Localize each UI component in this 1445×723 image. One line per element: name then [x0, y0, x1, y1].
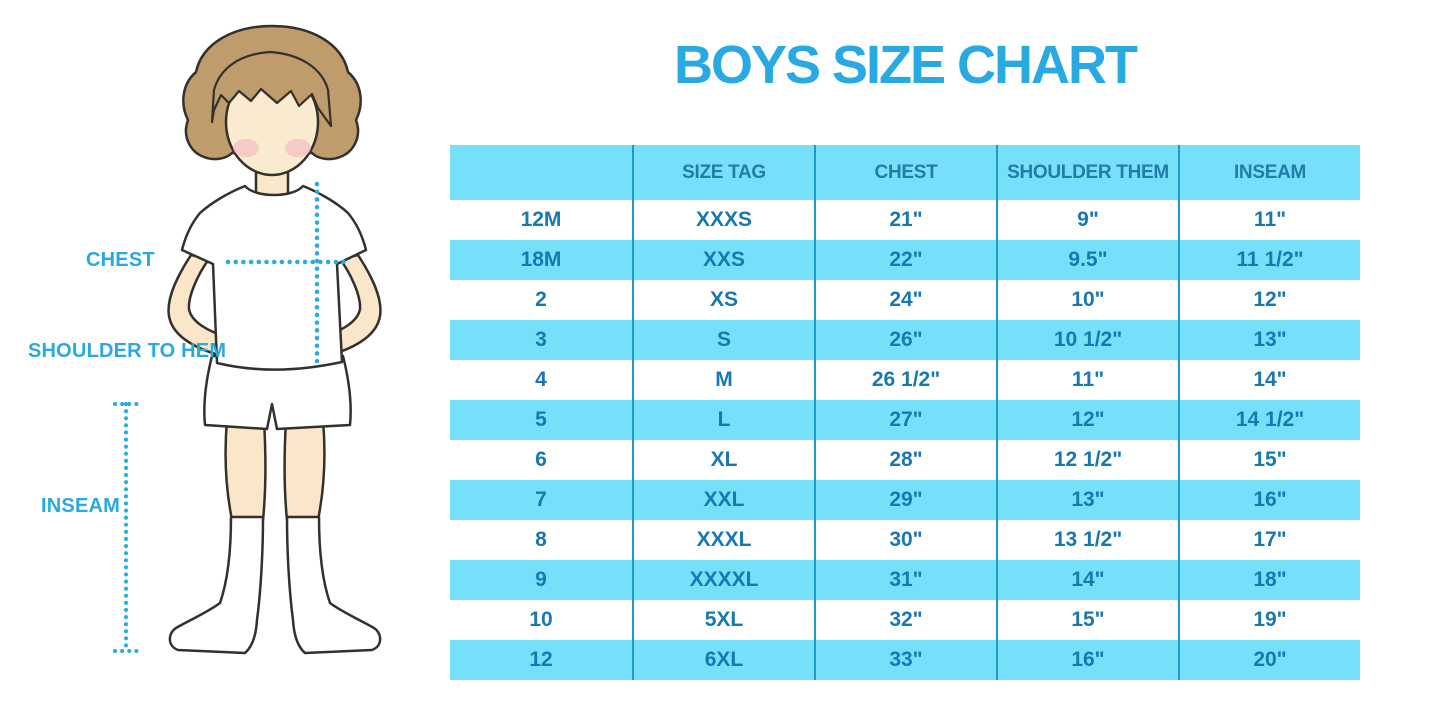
table-row: 4 M 26 1/2" 11" 14"	[450, 360, 1360, 400]
shoulder-to-hem-label: SHOULDER TO HEM	[28, 340, 227, 362]
table-cell: XXXL	[632, 520, 814, 560]
boy-illustration	[113, 24, 382, 655]
table-cell: 10 1/2"	[996, 320, 1178, 360]
table-cell: 11"	[996, 360, 1178, 400]
table-row: 18M XXS 22" 9.5" 11 1/2"	[450, 240, 1360, 280]
table-cell: 24"	[814, 280, 996, 320]
table-row: 2 XS 24" 10" 12"	[450, 280, 1360, 320]
table-cell: 6XL	[632, 640, 814, 680]
measurement-lines	[113, 181, 347, 653]
table-cell: 27"	[814, 400, 996, 440]
table-cell: 9.5"	[996, 240, 1178, 280]
table-cell: 15"	[1178, 440, 1360, 480]
table-cell: 2	[535, 288, 547, 311]
table-cell: 4	[535, 368, 547, 391]
table-cell: 30"	[814, 520, 996, 560]
table-cell: 12M	[520, 208, 562, 231]
table-cell: 26 1/2"	[814, 360, 996, 400]
table-cell: 29"	[814, 480, 996, 520]
boy-left-leg	[224, 418, 267, 522]
table-cell: S	[632, 320, 814, 360]
table-row: 6 XL 28" 12 1/2" 15"	[450, 440, 1360, 480]
table-cell: 19"	[1178, 600, 1360, 640]
table-cell: XXXS	[632, 200, 814, 240]
table-cell: XXL	[632, 480, 814, 520]
boy-right-cheek	[285, 139, 311, 157]
table-cell: 14 1/2"	[1178, 400, 1360, 440]
table-cell: 15"	[996, 600, 1178, 640]
table-cell: 11 1/2"	[1178, 240, 1360, 280]
size-chart-table: SIZE TAG CHEST SHOULDER THEM INSEAM 12M XXXS 2…	[450, 145, 1360, 680]
table-cell: 3	[450, 320, 632, 360]
boy-left-cheek	[233, 139, 259, 157]
table-row: 10 5XL 32" 15" 19"	[450, 600, 1360, 640]
table-cell: XS	[632, 280, 814, 320]
table-cell: 20"	[1178, 640, 1360, 680]
table-cell: M	[632, 360, 814, 400]
boy-left-sock	[168, 515, 265, 655]
table-cell: 13 1/2"	[996, 520, 1178, 560]
boy-bangs	[210, 50, 333, 128]
table-cell: XL	[632, 440, 814, 480]
table-cell: 10	[529, 608, 553, 631]
table-cell: 6	[535, 448, 547, 471]
table-cell: XXS	[632, 240, 814, 280]
table-cell: 28"	[814, 440, 996, 480]
table-row: 3 S 26" 10 1/2" 13"	[450, 320, 1360, 360]
table-row: 7 XXL 29" 13" 16"	[450, 480, 1360, 520]
table-cell: 9	[450, 560, 632, 600]
page-title: BOYS SIZE CHART	[673, 35, 1138, 95]
table-row: 8 XXXL 30" 13 1/2" 17"	[450, 520, 1360, 560]
table-cell: 12"	[996, 400, 1178, 440]
table-header-row: SIZE TAG CHEST SHOULDER THEM INSEAM	[450, 145, 1360, 200]
table-cell: 9"	[996, 200, 1178, 240]
table-cell: 18M	[450, 240, 632, 280]
table-cell: 21"	[814, 200, 996, 240]
boy-right-sock	[285, 515, 382, 655]
table-cell: 5XL	[632, 600, 814, 640]
table-cell: 31"	[814, 560, 996, 600]
table-cell: 33"	[814, 640, 996, 680]
table-cell: 8	[535, 528, 547, 551]
table-cell: 32"	[814, 600, 996, 640]
table-cell: 12 1/2"	[996, 440, 1178, 480]
inseam-label: INSEAM	[41, 495, 120, 517]
table-header-cell: SIZE TAG	[632, 145, 814, 200]
table-cell: 13"	[1178, 320, 1360, 360]
table-cell: XXXXL	[632, 560, 814, 600]
table-cell: 22"	[814, 240, 996, 280]
table-cell: 16"	[996, 640, 1178, 680]
table-row: 5 L 27" 12" 14 1/2"	[450, 400, 1360, 440]
chest-label: CHEST	[86, 249, 155, 271]
boy-right-leg	[283, 418, 326, 522]
table-cell: 13"	[996, 480, 1178, 520]
table-cell: 17"	[1178, 520, 1360, 560]
table-cell: 14"	[1178, 360, 1360, 400]
table-row: 12 6XL 33" 16" 20"	[450, 640, 1360, 680]
table-cell: 12	[450, 640, 632, 680]
table-header-cell	[450, 145, 632, 200]
table-header-cell: SHOULDER THEM	[996, 145, 1178, 200]
table-cell: 5	[450, 400, 632, 440]
table-cell: 10"	[996, 280, 1178, 320]
boy-shirt	[180, 184, 368, 371]
table-header-cell: CHEST	[814, 145, 996, 200]
table-row: 9 XXXXL 31" 14" 18"	[450, 560, 1360, 600]
table-cell: 18"	[1178, 560, 1360, 600]
table-row: 12M XXXS 21" 9" 11"	[450, 200, 1360, 240]
table-cell: 11"	[1178, 200, 1360, 240]
table-cell: 12"	[1178, 280, 1360, 320]
table-header-cell: INSEAM	[1178, 145, 1360, 200]
boy-shorts	[203, 354, 352, 431]
table-cell: 16"	[1178, 480, 1360, 520]
table-cell: 26"	[814, 320, 996, 360]
table-cell: L	[632, 400, 814, 440]
table-cell: 14"	[996, 560, 1178, 600]
table-cell: 7	[450, 480, 632, 520]
